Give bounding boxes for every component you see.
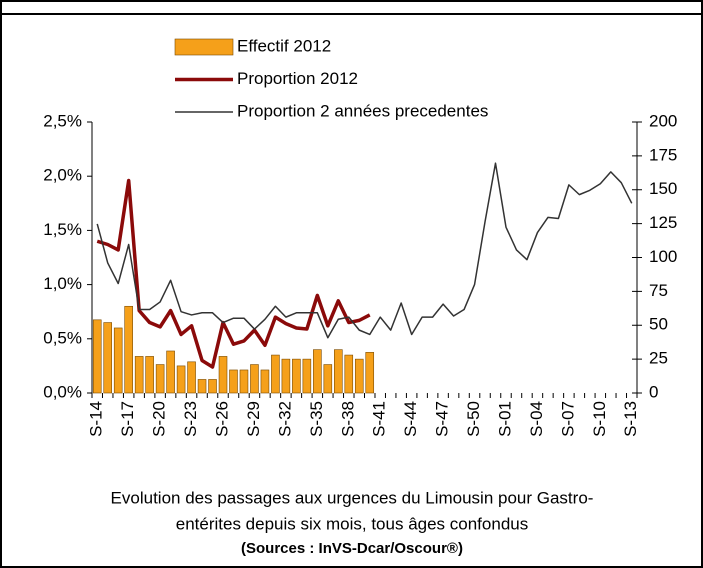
bar — [260, 369, 270, 394]
bar — [124, 305, 133, 394]
bar — [197, 379, 207, 394]
y2-tick-label: 175 — [649, 145, 677, 164]
y-tick-label: 1,5% — [43, 220, 82, 239]
x-tick-label: S-26 — [212, 401, 231, 437]
title-line: entérites depuis six mois, tous âges con… — [176, 514, 528, 533]
bar — [239, 369, 249, 394]
x-tick-label: S-23 — [181, 401, 200, 437]
x-tick-label: S-29 — [244, 401, 263, 437]
legend-swatch — [174, 38, 234, 56]
bar — [250, 364, 259, 394]
legend-label: Proportion 2012 — [237, 69, 358, 88]
bar — [229, 369, 238, 394]
y-tick-label: 0,5% — [43, 328, 82, 347]
x-tick-label: S-44 — [401, 401, 420, 437]
x-tick-label: S-35 — [307, 401, 326, 437]
y2-tick-label: 0 — [649, 382, 658, 401]
x-tick-label: S-10 — [590, 401, 609, 437]
line — [96, 162, 633, 339]
source: (Sources : InVS-Dcar/Oscour®) — [241, 540, 463, 557]
bar — [271, 354, 280, 394]
bar — [292, 358, 301, 394]
bar — [155, 364, 165, 394]
y2-tick-label: 200 — [649, 111, 677, 130]
bar — [313, 349, 322, 394]
bar — [344, 354, 354, 394]
x-tick-label: S-41 — [370, 401, 389, 437]
bar — [187, 361, 196, 394]
x-tick-label: S-47 — [433, 401, 452, 437]
bar — [354, 358, 364, 394]
bar — [176, 365, 186, 394]
x-tick-label: S-07 — [558, 401, 577, 437]
x-tick-label: S-20 — [150, 401, 169, 437]
bar — [134, 356, 144, 394]
y2-tick-label: 25 — [649, 349, 668, 368]
bar — [166, 350, 175, 394]
bar — [145, 356, 154, 394]
bar — [208, 379, 217, 394]
x-tick-label: S-32 — [275, 401, 294, 437]
y2-tick-label: 150 — [649, 179, 677, 198]
bar — [365, 352, 375, 394]
x-tick-label: S-01 — [495, 401, 514, 437]
y2-tick-label: 125 — [649, 213, 677, 232]
y2-tick-label: 50 — [649, 315, 668, 334]
legend-label: Effectif 2012 — [237, 36, 331, 55]
x-tick-label: S-04 — [527, 401, 546, 437]
title-line: Evolution des passages aux urgences du L… — [111, 488, 594, 507]
bar — [334, 349, 343, 394]
bar — [113, 327, 123, 394]
y2-tick-label: 100 — [649, 247, 677, 266]
legend-label: Proportion 2 années precedentes — [237, 101, 488, 120]
x-tick-label: S-13 — [621, 401, 640, 437]
x-tick-label: S-17 — [118, 401, 137, 437]
bar — [281, 358, 291, 394]
bar — [323, 364, 333, 394]
y-tick-label: 0,0% — [43, 382, 82, 401]
y2-tick-label: 75 — [649, 281, 668, 300]
x-tick-label: S-50 — [464, 401, 483, 437]
y-tick-label: 2,0% — [43, 166, 82, 185]
x-tick-label: S-14 — [87, 401, 106, 437]
y-tick-label: 2,5% — [43, 111, 82, 130]
bar — [103, 322, 113, 394]
line — [96, 178, 371, 369]
y-tick-label: 1,0% — [43, 274, 82, 293]
bar — [302, 358, 312, 394]
bar — [218, 356, 228, 394]
x-tick-label: S-38 — [338, 401, 357, 437]
bar — [92, 319, 102, 394]
